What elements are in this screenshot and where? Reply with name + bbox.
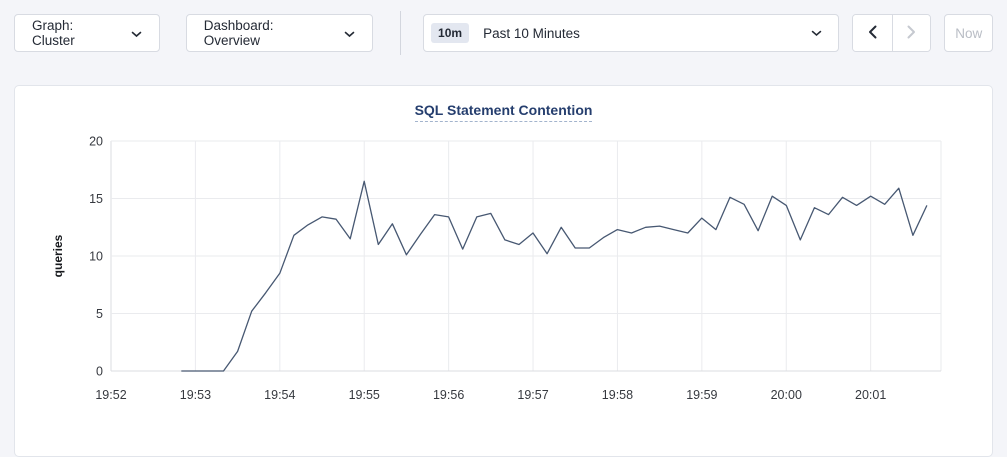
- prev-time-button[interactable]: [853, 15, 892, 51]
- now-button[interactable]: Now: [944, 14, 993, 52]
- sql-contention-chart[interactable]: 0 5 10 15 20 19:52 19:53 19:54 19:55 19:56 19:57 19…: [15, 126, 993, 426]
- svg-text:19:57: 19:57: [517, 388, 548, 402]
- chevron-down-icon: [811, 30, 822, 37]
- time-range-badge: 10m: [431, 23, 470, 43]
- chevron-down-icon: [344, 26, 355, 41]
- chevron-left-icon: [868, 25, 877, 42]
- svg-text:15: 15: [89, 192, 103, 206]
- chart-panel: SQL Statement Contention 0 5 10 15 20 19:52 19…: [14, 85, 993, 457]
- svg-text:queries: queries: [51, 234, 65, 277]
- svg-text:20:00: 20:00: [771, 388, 802, 402]
- svg-text:19:53: 19:53: [180, 388, 211, 402]
- next-time-button[interactable]: [891, 15, 931, 51]
- toolbar-divider: [400, 11, 402, 55]
- time-nav-group: [852, 14, 932, 52]
- chevron-down-icon: [131, 26, 142, 41]
- svg-text:19:58: 19:58: [602, 388, 633, 402]
- svg-text:19:59: 19:59: [686, 388, 717, 402]
- svg-text:19:55: 19:55: [349, 388, 380, 402]
- svg-text:20: 20: [89, 135, 103, 149]
- chart-title-row: SQL Statement Contention: [15, 86, 992, 122]
- svg-text:10: 10: [89, 250, 103, 264]
- svg-text:19:56: 19:56: [433, 388, 464, 402]
- graph-dropdown[interactable]: Graph: Cluster: [14, 14, 160, 52]
- graph-toolbar: Graph: Cluster Dashboard: Overview 10m P…: [14, 11, 993, 55]
- svg-text:19:54: 19:54: [264, 388, 295, 402]
- time-range-picker[interactable]: 10m Past 10 Minutes: [423, 14, 840, 52]
- svg-text:0: 0: [96, 365, 103, 379]
- graph-dropdown-label: Graph: Cluster: [32, 18, 75, 48]
- chart-title[interactable]: SQL Statement Contention: [414, 102, 593, 122]
- dashboard-dropdown[interactable]: Dashboard: Overview: [185, 14, 374, 52]
- svg-text:19:52: 19:52: [95, 388, 126, 402]
- time-range-label: Past 10 Minutes: [483, 25, 580, 41]
- dashboard-dropdown-label: Dashboard: Overview: [203, 18, 274, 48]
- svg-text:5: 5: [96, 307, 103, 321]
- chevron-right-icon: [907, 25, 916, 42]
- svg-text:20:01: 20:01: [855, 388, 886, 402]
